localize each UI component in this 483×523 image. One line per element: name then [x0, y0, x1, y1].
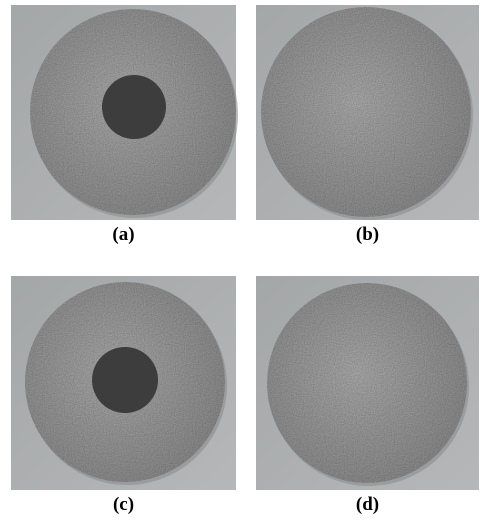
- panel: (a): [11, 5, 238, 245]
- panel-label: (c): [113, 494, 134, 515]
- center-hole: [102, 75, 166, 139]
- panel-label: (a): [112, 224, 134, 245]
- panel: (b): [256, 5, 479, 245]
- panel-label: (d): [356, 494, 379, 515]
- page: (a)(b)(c)(d) (() => { const data = JSON.…: [0, 0, 483, 523]
- panel-label: (b): [356, 224, 379, 245]
- panel: (c): [11, 276, 236, 515]
- center-hole: [92, 347, 158, 413]
- figure: (a) (b) (c) (d): [0, 0, 483, 523]
- disc: [261, 7, 471, 217]
- panels: (a) (b) (c) (d): [11, 5, 479, 515]
- panel: (d): [256, 276, 479, 515]
- disc: [267, 283, 467, 483]
